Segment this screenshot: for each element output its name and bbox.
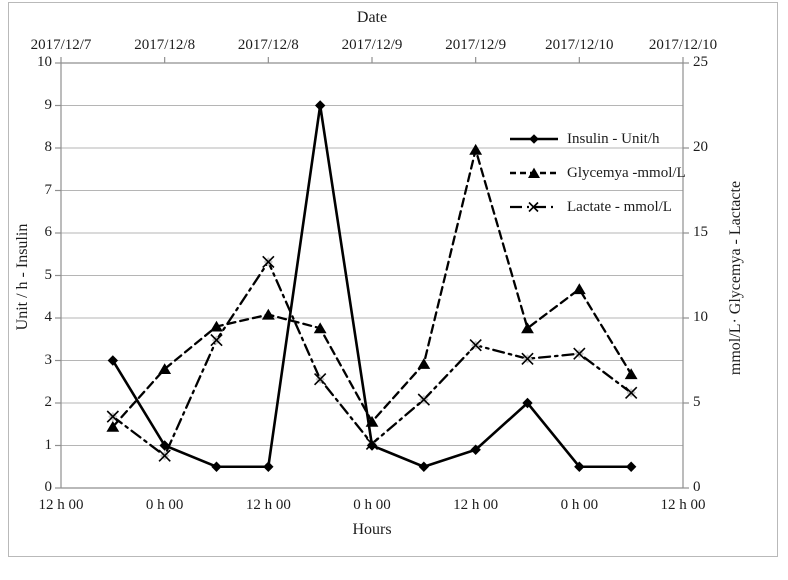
insulin-point-marker bbox=[263, 461, 274, 472]
insulin-point-marker bbox=[366, 440, 378, 451]
insulin-point-marker bbox=[211, 461, 222, 472]
legend-label-insulin: Insulin - Unit/h bbox=[567, 130, 660, 147]
hours-tick-label: 12 h 00 bbox=[453, 497, 499, 513]
figure-border bbox=[8, 2, 778, 557]
hours-tick-label: 0 h 00 bbox=[560, 497, 599, 513]
glycemya-point-marker bbox=[469, 143, 483, 155]
date-tick-label: 2017/12/10 bbox=[648, 37, 718, 53]
hours-tick-label: 12 h 00 bbox=[245, 497, 291, 513]
insulin-point-marker bbox=[418, 461, 430, 472]
lactate-point-marker bbox=[573, 347, 586, 360]
lactate-point-marker bbox=[469, 339, 482, 352]
y-right-tick-label: 25 bbox=[693, 54, 708, 70]
date-tick-label: 2017/12/8 bbox=[237, 37, 299, 53]
lactate-point-marker bbox=[210, 333, 223, 347]
legend-item-lactate: Lactate - mmol/L bbox=[508, 190, 694, 224]
date-tick-label: 2017/12/9 bbox=[445, 37, 507, 53]
insulin-point-marker bbox=[470, 444, 481, 455]
insulin-line-sample-icon bbox=[510, 134, 558, 144]
lactate-line-sample-icon bbox=[510, 201, 558, 213]
insulin-point-marker bbox=[107, 355, 119, 366]
y-right-tick-label: 15 bbox=[693, 224, 708, 240]
glycemya-line-sample-icon bbox=[510, 167, 558, 178]
glycemya-point-marker bbox=[261, 308, 275, 320]
y-left-tick-label: 4 bbox=[44, 309, 53, 325]
insulin-point-marker bbox=[574, 461, 585, 472]
y-left-tick-label: 1 bbox=[44, 436, 53, 453]
hours-tick-label: 12 h 00 bbox=[660, 497, 706, 513]
date-tick-label: 2017/12/9 bbox=[341, 37, 403, 53]
lactate-point-marker bbox=[314, 373, 327, 386]
bottom-axis-title: Hours bbox=[352, 521, 392, 538]
glycemya-point-marker bbox=[417, 358, 431, 369]
y-right-tick-label: 5 bbox=[693, 394, 701, 410]
y-right-tick-label: 0 bbox=[693, 479, 701, 495]
glycemya-point-marker bbox=[624, 368, 638, 380]
insulin-point-marker bbox=[522, 397, 533, 409]
legend-label-glycemya: Glycemya -mmol/L bbox=[567, 164, 686, 181]
lactate-point-marker bbox=[262, 255, 275, 269]
hours-tick-label: 0 h 00 bbox=[145, 497, 184, 513]
glycemya-point-marker bbox=[158, 363, 172, 374]
plot-area bbox=[55, 57, 689, 489]
y-left-tick-label: 2 bbox=[44, 394, 53, 410]
glycemya-point-marker bbox=[106, 421, 120, 432]
y-right-tick-label: 10 bbox=[693, 309, 708, 325]
lactate-point-marker bbox=[106, 410, 119, 423]
hours-tick-label: 12 h 00 bbox=[38, 497, 84, 513]
y-left-tick-label: 8 bbox=[44, 139, 53, 155]
date-tick-label: 2017/12/8 bbox=[134, 37, 196, 53]
legend-label-lactate: Lactate - mmol/L bbox=[567, 198, 672, 215]
y-right-tick-label: 20 bbox=[693, 139, 708, 155]
date-tick-label: 2017/12/7 bbox=[30, 37, 92, 53]
y-left-tick-label: 9 bbox=[44, 96, 53, 113]
y-left-tick-label: 5 bbox=[44, 266, 53, 283]
glycemya-point-marker bbox=[572, 283, 586, 295]
top-axis-title: Date bbox=[356, 9, 388, 26]
glycemya-point-marker bbox=[521, 322, 534, 334]
insulin-point-marker bbox=[625, 461, 637, 472]
right-axis-title: mmol/L· Glycemya - Lactacte bbox=[727, 180, 744, 376]
glycemya-point-marker bbox=[210, 320, 223, 332]
y-left-tick-label: 10 bbox=[37, 54, 52, 70]
lactate-point-marker bbox=[521, 352, 534, 365]
y-left-tick-label: 3 bbox=[44, 351, 53, 368]
y-left-tick-label: 0 bbox=[44, 479, 53, 495]
lactate-point-marker bbox=[417, 393, 430, 406]
legend-item-insulin: Insulin - Unit/h bbox=[508, 122, 694, 156]
glycemya-point-marker bbox=[313, 322, 327, 334]
insulin-point-marker bbox=[159, 440, 170, 451]
legend-item-glycemya: Glycemya -mmol/L bbox=[508, 156, 694, 190]
hours-tick-label: 0 h 00 bbox=[353, 497, 391, 513]
date-tick-label: 2017/12/10 bbox=[545, 37, 614, 53]
y-left-tick-label: 6 bbox=[44, 224, 53, 240]
lactate-point-marker bbox=[158, 449, 171, 462]
insulin-point-marker bbox=[314, 100, 326, 111]
lactate-point-marker bbox=[625, 386, 638, 399]
y-left-tick-label: 7 bbox=[44, 181, 53, 198]
legend: Insulin - Unit/h Glycemya -mmol/L Lactat… bbox=[508, 122, 694, 224]
